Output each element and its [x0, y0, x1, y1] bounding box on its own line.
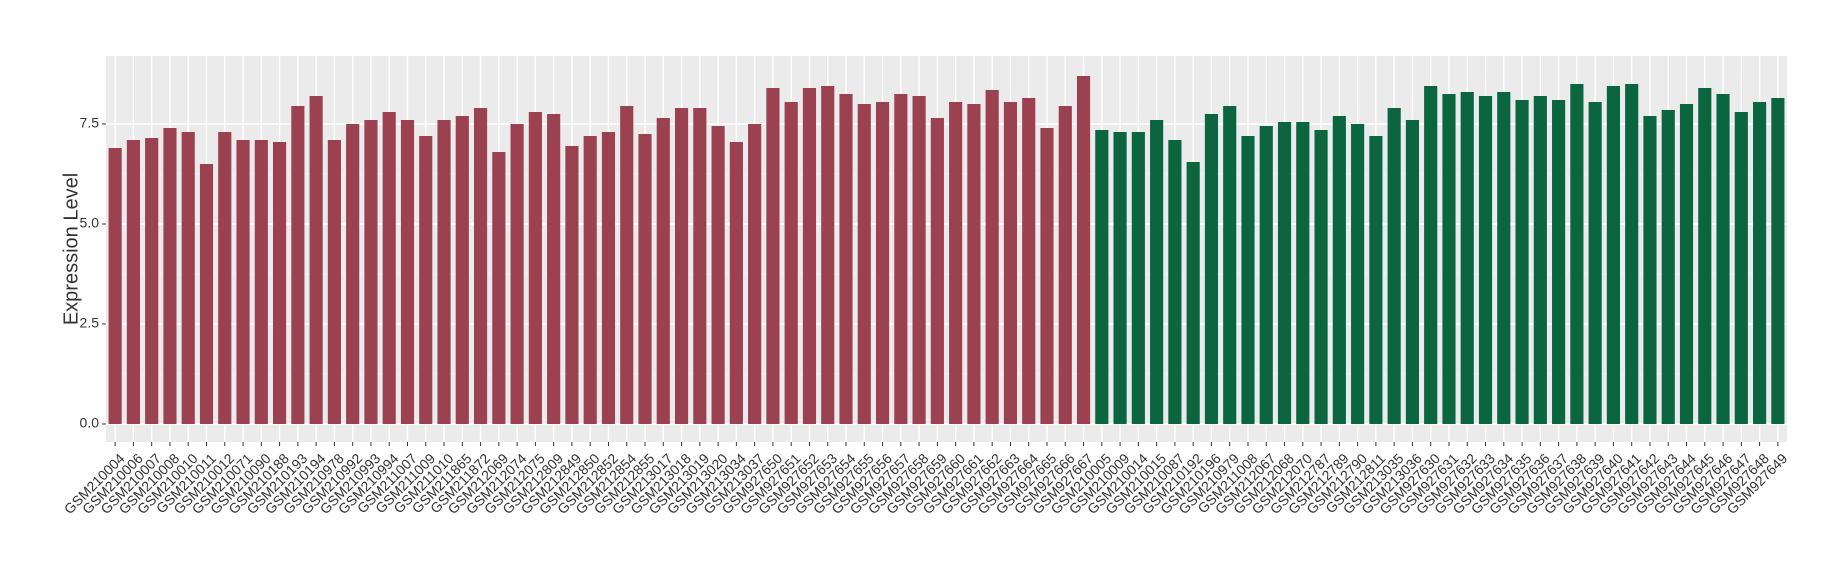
bar — [1570, 84, 1584, 424]
bar — [1679, 104, 1694, 424]
bar — [601, 132, 616, 424]
bar — [1351, 124, 1365, 424]
bar — [656, 118, 670, 424]
bar — [236, 140, 250, 424]
bar — [1606, 86, 1620, 424]
bar — [1405, 120, 1420, 424]
bar — [620, 106, 634, 424]
bar — [346, 124, 360, 424]
bar — [1753, 102, 1767, 424]
bar — [273, 142, 287, 424]
bar — [1277, 122, 1292, 424]
bar — [145, 138, 159, 424]
bar — [1588, 102, 1602, 424]
bar — [565, 146, 579, 424]
bar — [1204, 114, 1219, 424]
bar — [547, 114, 561, 424]
bar — [1771, 98, 1785, 424]
bar — [126, 140, 140, 424]
bar — [528, 112, 542, 424]
bar — [1168, 140, 1182, 424]
bar — [802, 88, 817, 424]
bar — [967, 104, 981, 424]
bar — [674, 108, 689, 424]
bar — [693, 108, 707, 424]
bar — [1095, 130, 1109, 424]
bar — [949, 102, 963, 424]
bar — [510, 124, 524, 424]
y-tick-label: 5.0 — [80, 215, 100, 231]
bar — [930, 118, 944, 424]
bar — [729, 142, 743, 424]
bar — [1424, 86, 1438, 424]
bar — [1241, 136, 1255, 424]
bar — [766, 88, 780, 424]
y-tick-label: 0.0 — [80, 415, 100, 431]
bar — [1460, 92, 1474, 424]
bar — [327, 140, 341, 424]
y-tick-label: 2.5 — [80, 315, 100, 331]
bar — [1259, 126, 1273, 424]
bar — [1022, 98, 1036, 424]
bar — [1332, 116, 1346, 424]
bar — [1131, 132, 1145, 424]
bar — [1058, 106, 1072, 424]
bar — [1533, 96, 1547, 424]
bar — [821, 86, 835, 424]
bar — [583, 136, 597, 424]
bar — [1150, 120, 1164, 424]
bar — [309, 96, 323, 424]
bar — [1497, 92, 1511, 424]
bar — [875, 102, 890, 424]
bar — [1734, 112, 1748, 424]
bar — [218, 132, 232, 424]
bar — [1223, 106, 1237, 424]
bar — [364, 120, 378, 424]
bar — [108, 148, 122, 424]
bar — [748, 124, 762, 424]
bar — [400, 120, 415, 424]
bar — [912, 96, 926, 424]
bar — [1040, 128, 1054, 424]
bar — [1625, 84, 1639, 424]
bar — [455, 116, 469, 424]
bar — [1387, 108, 1401, 424]
bar — [1314, 130, 1328, 424]
bar — [1186, 162, 1200, 424]
bar — [1716, 94, 1730, 424]
bar — [1296, 122, 1310, 424]
bar — [985, 90, 999, 424]
bar — [784, 102, 798, 424]
bar — [1003, 102, 1018, 424]
bar — [492, 152, 506, 424]
bar — [894, 94, 908, 424]
bar — [254, 140, 268, 424]
bar — [1661, 110, 1675, 424]
bar — [199, 164, 214, 424]
bar — [711, 126, 725, 424]
bar — [857, 104, 871, 424]
bar — [163, 128, 177, 424]
bar — [382, 112, 396, 424]
bar — [638, 134, 652, 424]
bar — [1643, 116, 1657, 424]
bar — [1076, 76, 1091, 424]
bar — [419, 136, 433, 424]
bar — [1369, 136, 1383, 424]
bar — [1113, 132, 1127, 424]
bar — [839, 94, 853, 424]
bar — [1442, 94, 1456, 424]
y-axis-title: Expression Level — [60, 173, 82, 325]
bar — [1698, 88, 1712, 424]
y-tick-label: 7.5 — [80, 115, 100, 131]
bar — [473, 108, 488, 424]
bar — [181, 132, 195, 424]
bar — [291, 106, 305, 424]
bar — [1515, 100, 1529, 424]
bar — [1552, 100, 1566, 424]
bar — [437, 120, 451, 424]
bar — [1478, 96, 1493, 424]
